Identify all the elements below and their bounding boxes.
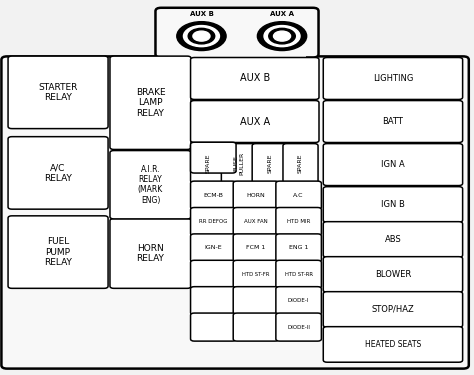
Text: AUX B: AUX B <box>190 10 213 16</box>
FancyBboxPatch shape <box>8 56 108 129</box>
FancyBboxPatch shape <box>276 286 321 315</box>
Text: BRAKE
LAMP
RELAY: BRAKE LAMP RELAY <box>136 88 165 118</box>
FancyBboxPatch shape <box>191 181 236 209</box>
Text: HORN: HORN <box>246 193 265 198</box>
FancyBboxPatch shape <box>323 256 463 292</box>
Text: DIODE-II: DIODE-II <box>287 325 310 330</box>
FancyBboxPatch shape <box>233 286 279 315</box>
FancyBboxPatch shape <box>276 260 321 288</box>
FancyBboxPatch shape <box>191 260 236 288</box>
Text: STARTER
RELAY: STARTER RELAY <box>38 82 78 102</box>
Text: HTD ST-RR: HTD ST-RR <box>284 272 313 277</box>
FancyBboxPatch shape <box>8 216 108 288</box>
Bar <box>168 49 306 60</box>
Circle shape <box>188 28 215 44</box>
FancyBboxPatch shape <box>8 136 108 209</box>
Circle shape <box>183 26 219 46</box>
Text: HORN
RELAY: HORN RELAY <box>137 244 164 263</box>
Text: AUX FAN: AUX FAN <box>244 219 268 224</box>
FancyBboxPatch shape <box>233 260 279 288</box>
Text: STOP/HAZ: STOP/HAZ <box>372 305 414 314</box>
FancyBboxPatch shape <box>191 142 236 173</box>
FancyBboxPatch shape <box>323 57 463 99</box>
FancyBboxPatch shape <box>233 313 279 341</box>
Text: IGN-E: IGN-E <box>204 245 222 250</box>
Text: ENG 1: ENG 1 <box>289 245 308 250</box>
FancyBboxPatch shape <box>276 313 321 341</box>
FancyBboxPatch shape <box>191 234 236 262</box>
FancyBboxPatch shape <box>276 234 321 262</box>
Text: ECM-B: ECM-B <box>203 193 223 198</box>
FancyBboxPatch shape <box>276 181 321 209</box>
Text: FUEL
PUMP
RELAY: FUEL PUMP RELAY <box>44 237 72 267</box>
Text: SPARE: SPARE <box>206 153 210 173</box>
FancyBboxPatch shape <box>155 8 319 57</box>
Text: ABS: ABS <box>384 235 401 244</box>
FancyBboxPatch shape <box>191 313 236 341</box>
FancyBboxPatch shape <box>110 219 191 288</box>
Text: BATT: BATT <box>383 117 403 126</box>
Text: A.I.R.
RELAY
(MARK
ENG): A.I.R. RELAY (MARK ENG) <box>138 165 163 205</box>
Text: BLOWER: BLOWER <box>375 270 411 279</box>
Text: A.C: A.C <box>293 193 304 198</box>
FancyBboxPatch shape <box>323 327 463 362</box>
FancyBboxPatch shape <box>221 144 256 183</box>
Text: HEATED SEATS: HEATED SEATS <box>365 340 421 349</box>
Text: DIODE-I: DIODE-I <box>288 298 310 303</box>
FancyBboxPatch shape <box>110 150 191 219</box>
FancyBboxPatch shape <box>323 100 463 142</box>
FancyBboxPatch shape <box>191 144 226 183</box>
Text: HTD ST-FR: HTD ST-FR <box>242 272 270 277</box>
FancyBboxPatch shape <box>233 234 279 262</box>
FancyBboxPatch shape <box>233 207 279 236</box>
Text: FCM 1: FCM 1 <box>246 245 265 250</box>
Text: IGN A: IGN A <box>381 160 405 169</box>
FancyBboxPatch shape <box>252 144 287 183</box>
Text: LIGHTING: LIGHTING <box>373 74 413 83</box>
Text: SPARE: SPARE <box>298 153 303 173</box>
FancyBboxPatch shape <box>276 207 321 236</box>
Circle shape <box>273 31 291 41</box>
FancyBboxPatch shape <box>191 207 236 236</box>
FancyBboxPatch shape <box>191 286 236 315</box>
Text: A/C
RELAY: A/C RELAY <box>44 163 72 183</box>
Text: HTD MIR: HTD MIR <box>287 219 310 224</box>
FancyBboxPatch shape <box>191 57 319 99</box>
FancyBboxPatch shape <box>191 100 319 142</box>
FancyBboxPatch shape <box>1 56 469 369</box>
Text: AUX A: AUX A <box>270 10 294 16</box>
Text: AUX B: AUX B <box>240 74 270 84</box>
FancyBboxPatch shape <box>110 56 191 150</box>
Text: AUX A: AUX A <box>240 117 270 126</box>
Text: IGN B: IGN B <box>381 200 405 209</box>
Circle shape <box>269 28 295 44</box>
FancyBboxPatch shape <box>233 181 279 209</box>
FancyBboxPatch shape <box>323 222 463 257</box>
FancyBboxPatch shape <box>323 292 463 327</box>
Circle shape <box>177 22 226 51</box>
Text: SPARE: SPARE <box>267 153 272 173</box>
FancyBboxPatch shape <box>283 144 318 183</box>
FancyBboxPatch shape <box>323 187 463 222</box>
Text: RR DEFOG: RR DEFOG <box>199 219 228 224</box>
Circle shape <box>264 26 300 46</box>
Circle shape <box>257 22 307 51</box>
Text: FUSE
PULLER: FUSE PULLER <box>234 152 244 175</box>
FancyBboxPatch shape <box>323 144 463 186</box>
Circle shape <box>193 31 210 41</box>
